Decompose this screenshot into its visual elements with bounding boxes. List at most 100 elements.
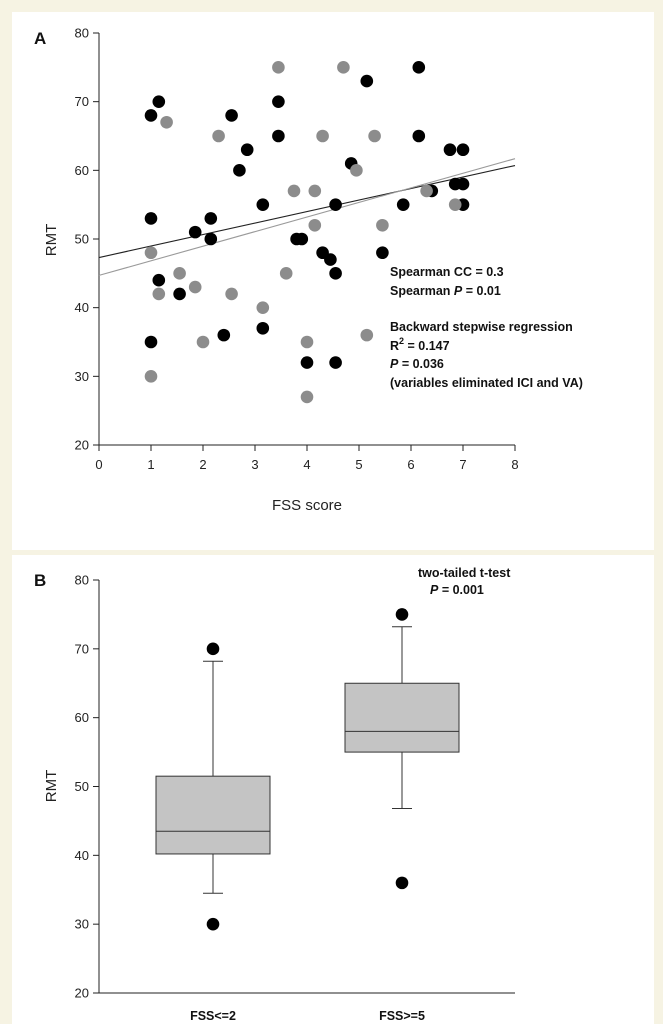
scatter-point-black	[329, 267, 342, 280]
panel-b-annotations: two-tailed t-test P = 0.001	[418, 566, 511, 597]
box-group-2	[344, 608, 460, 890]
scatter-point-black	[240, 143, 254, 157]
scatter-point-black	[144, 335, 158, 349]
panel-b-y-tick-label: 60	[75, 710, 89, 725]
panel-a-y-tick-label: 80	[75, 26, 89, 41]
panel-b-y-axis-title: RMT	[43, 770, 60, 803]
scatter-point-black	[152, 95, 166, 108]
panel-a-fit-lines	[98, 158, 516, 276]
panel-a-background	[12, 12, 654, 550]
panel-a-letter: A	[34, 29, 46, 48]
panel-b-y-tick-label: 80	[75, 573, 89, 588]
panel-a-y-tick-label: 30	[75, 369, 89, 384]
outlier-point	[206, 917, 220, 931]
scatter-point-grey	[376, 218, 389, 232]
panel-a-x-tick-label: 4	[303, 457, 310, 472]
panel-b-y-tick-label: 70	[75, 641, 89, 656]
annot-spearman-cc: Spearman CC = 0.3	[390, 265, 504, 279]
scatter-point-grey	[256, 301, 270, 314]
panel-a-plot: 20 30 40 50 60 70 80 0 1 2 3 4 5 6 7 8	[75, 26, 519, 473]
panel-b-category-label: FSS<=2	[190, 1009, 236, 1023]
scatter-point-grey	[300, 335, 314, 349]
panel-a-x-tick-label: 8	[511, 457, 518, 472]
panel-b-letter: B	[34, 571, 46, 590]
scatter-point-grey	[173, 267, 186, 280]
scatter-point-black	[204, 232, 218, 246]
scatter-point-black	[272, 129, 285, 143]
scatter-point-grey	[287, 184, 301, 198]
panel-b-y-tick-label: 50	[75, 779, 89, 794]
scatter-point-black	[456, 143, 470, 157]
panel-b-axes: 20 30 40 50 60 70 80 FSS<=2 FSS>=5	[75, 573, 515, 1023]
fit-line-black-series	[98, 164, 516, 259]
outlier-point	[395, 608, 409, 621]
scatter-point-black	[412, 129, 426, 143]
panel-a-axes: 20 30 40 50 60 70 80 0 1 2 3 4 5 6 7 8	[75, 26, 519, 473]
box-group-1	[155, 642, 271, 931]
scatter-point-black	[272, 95, 285, 108]
scatter-point-grey	[225, 287, 238, 301]
scatter-point-black	[329, 356, 342, 369]
panel-a-x-tick-label: 6	[407, 457, 414, 472]
scatter-point-black	[173, 287, 186, 301]
annot-regression-p: P = 0.036	[390, 357, 444, 371]
scatter-point-grey	[308, 184, 322, 198]
panel-b-y-tick-label: 20	[75, 986, 89, 1001]
outlier-point	[395, 876, 409, 890]
scatter-point-grey	[272, 61, 285, 74]
scatter-point-grey	[300, 390, 314, 404]
scatter-point-grey	[279, 267, 293, 280]
scatter-point-grey	[212, 129, 225, 143]
scatter-point-grey	[316, 129, 329, 143]
panel-a-x-tick-label: 5	[355, 457, 362, 472]
scatter-point-grey	[448, 198, 462, 211]
scatter-point-black	[329, 198, 342, 211]
scatter-point-black	[188, 225, 202, 239]
panel-a-x-tick-label: 7	[459, 457, 466, 472]
panel-a-x-tick-label: 2	[199, 457, 206, 472]
scatter-point-black	[144, 212, 158, 225]
scatter-point-black	[376, 246, 389, 260]
scatter-point-black	[412, 61, 426, 74]
scatter-point-black	[144, 109, 158, 122]
box-iqr	[155, 775, 271, 855]
scatter-point-grey	[160, 115, 173, 129]
panel-a-x-axis-title: FSS score	[272, 497, 342, 514]
scatter-point-grey	[188, 280, 202, 294]
panel-a-x-tick-label: 0	[95, 457, 102, 472]
scatter-point-grey	[144, 370, 158, 383]
panel-b-boxes	[155, 608, 460, 931]
panel-b-y-tick-label: 30	[75, 917, 89, 932]
scatter-point-black	[225, 109, 238, 122]
panel-a-y-tick-label: 70	[75, 94, 89, 109]
annot-r-squared: R2 = 0.147	[390, 336, 450, 353]
annot-regression-title: Backward stepwise regression	[390, 320, 573, 334]
scatter-point-black	[443, 143, 457, 157]
panel-a-x-tick-label: 1	[147, 457, 154, 472]
panel-a-points	[144, 61, 470, 404]
panel-a-y-tick-label: 40	[75, 300, 89, 315]
panel-b-y-tick-label: 40	[75, 848, 89, 863]
scatter-point-black	[295, 232, 309, 246]
scatter-point-grey	[152, 287, 166, 301]
scatter-point-black	[324, 253, 337, 266]
annot-spearman-p: Spearman P = 0.01	[390, 284, 501, 298]
panel-a-y-axis-title: RMT	[43, 224, 60, 257]
scatter-point-black	[256, 321, 270, 335]
scatter-point-grey	[144, 246, 158, 260]
panel-a-y-tick-label: 60	[75, 163, 89, 178]
scatter-point-grey	[350, 164, 363, 177]
box-iqr	[344, 682, 460, 753]
annot-variables-eliminated: (variables eliminated ICI and VA)	[390, 376, 583, 390]
scatter-point-grey	[196, 335, 210, 349]
panel-b-background	[12, 555, 654, 1024]
scatter-point-black	[360, 74, 374, 88]
scatter-point-black	[152, 273, 166, 287]
scatter-point-grey	[420, 184, 433, 198]
scatter-point-black	[204, 212, 218, 225]
scatter-point-grey	[337, 61, 350, 74]
panel-a-y-tick-label: 20	[75, 438, 89, 453]
panel-a-annotations: Spearman CC = 0.3 Spearman P = 0.01 Back…	[390, 265, 583, 390]
